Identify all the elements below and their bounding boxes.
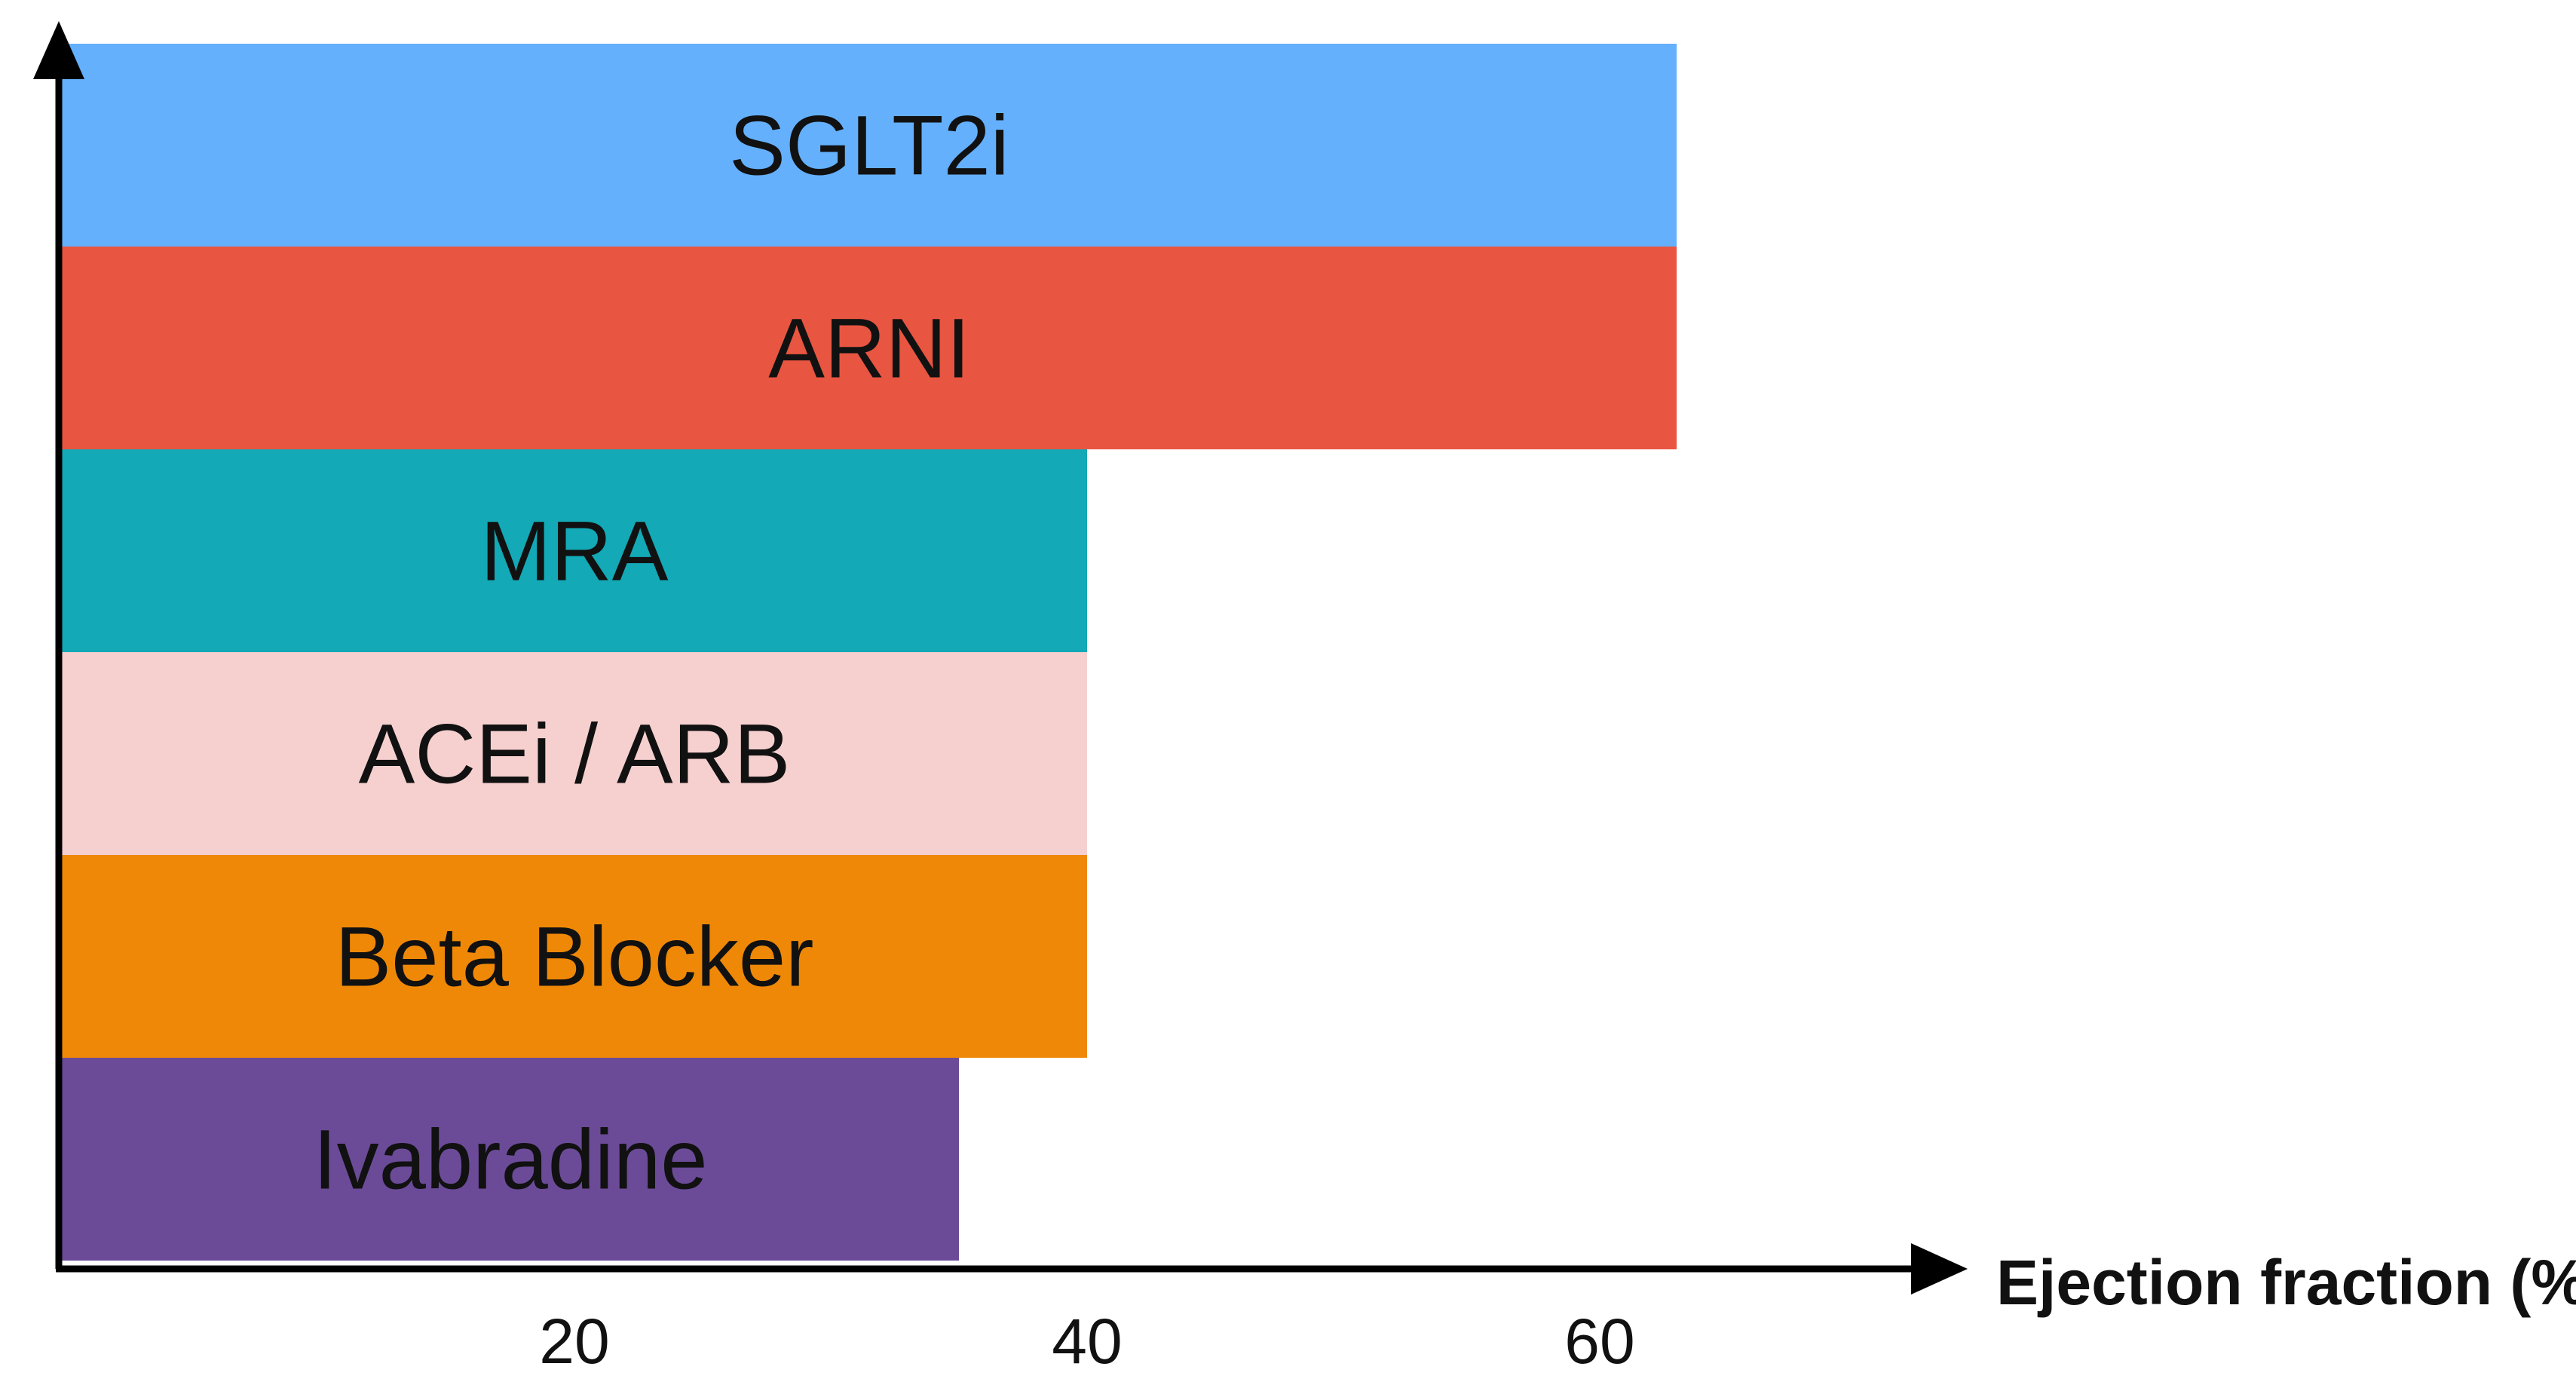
bar-label-beta-blocker: Beta Blocker — [335, 910, 814, 1004]
bar-acei-arb — [62, 652, 1087, 855]
bar-sglt2i — [62, 44, 1677, 247]
bar-label-sglt2i: SGLT2i — [729, 99, 1009, 193]
bar-ivabradine — [62, 1058, 959, 1261]
x-tick-labels-group: 20 40 60 — [539, 1306, 1634, 1377]
y-axis-arrowhead — [33, 21, 84, 79]
x-tick-label-40: 40 — [1052, 1306, 1122, 1377]
bar-label-ivabradine: Ivabradine — [313, 1113, 707, 1207]
bar-arni — [62, 247, 1677, 449]
bar-label-arni: ARNI — [768, 302, 970, 396]
x-axis-title: Ejection fraction (%) — [1996, 1247, 2576, 1318]
x-tick-label-20: 20 — [539, 1306, 609, 1377]
bar-mra — [62, 449, 1087, 652]
bars-group — [62, 44, 1677, 1261]
x-axis-arrowhead — [1911, 1243, 1968, 1294]
bar-label-mra: MRA — [481, 504, 669, 599]
x-tick-label-60: 60 — [1564, 1306, 1634, 1377]
bar-label-acei-arb: ACEi / ARB — [359, 707, 791, 801]
bar-labels-group: SGLT2i ARNI MRA ACEi / ARB Beta Blocker Ivabr… — [313, 99, 1009, 1207]
bar-beta-blocker — [62, 855, 1087, 1058]
axes-group — [33, 21, 1968, 1294]
